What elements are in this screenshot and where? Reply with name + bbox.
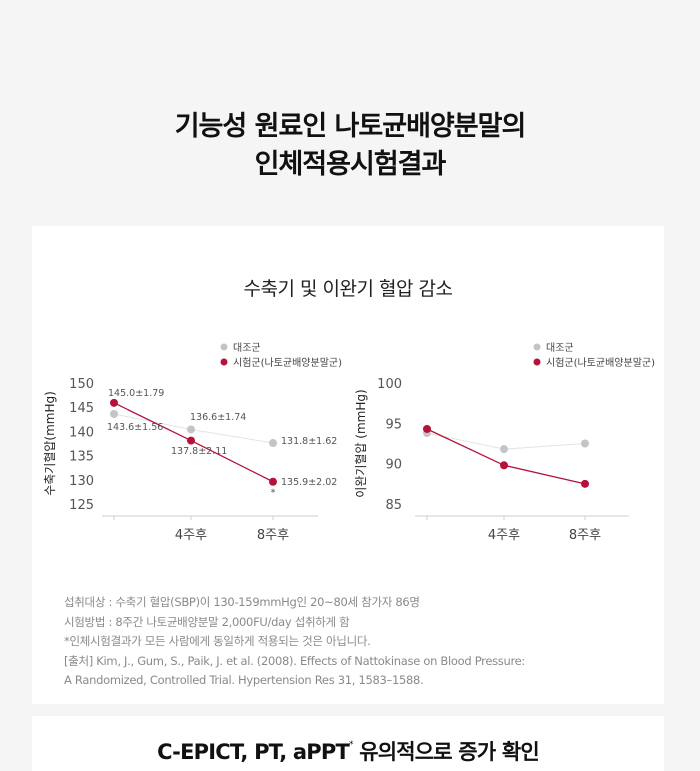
heading-line-2: 인체적용시험결과 (254, 149, 447, 180)
page-heading: 기능성 원료인 나토균배양분말의 인체적용시험결과 (0, 108, 700, 184)
chart2-legend-marker (533, 358, 541, 366)
chart2-legend-label: 시험군(나토균배양분말군) (546, 357, 655, 369)
chart1-y-tick-label: 150 (69, 377, 94, 392)
chart1-y-tick-label: 145 (69, 401, 94, 416)
chart2-data-point-test (423, 424, 431, 433)
chart1-y-tick-label: 125 (69, 498, 94, 513)
chart1-y-tick-label: 135 (69, 450, 94, 465)
chart1-data-point-test (187, 436, 195, 445)
chart1-data-label: 135.9±2.02 (281, 477, 337, 488)
chart1-y-tick-label: 140 (69, 425, 94, 440)
chart2-x-tick-label: 8주후 (569, 528, 601, 543)
chart1-legend-label: 시험군(나토균배양분말군) (233, 357, 342, 369)
next-section-title-superscript: * (348, 740, 353, 750)
chart2-data-point-test (500, 461, 508, 470)
chart2-series-line-test (426, 428, 586, 485)
chart2-y-tick-label: 90 (385, 458, 402, 473)
next-section-title-rest: 유의적으로 증가 확인 (352, 740, 540, 764)
chart2-y-tick-label: 95 (385, 417, 402, 432)
note-line: 섭취대상 : 수축기 혈압(SBP)이 130-159mmHg인 20~80세 … (64, 595, 420, 609)
chart1-data-point-test (110, 398, 118, 407)
next-section-card: C-EPICT, PT, aPPT* 유의적으로 증가 확인 (32, 716, 664, 771)
chart1-legend-label: 대조군 (233, 342, 261, 354)
next-section-title-main: C-EPICT, PT, aPPT (157, 740, 350, 764)
note-line: [출처] Kim, J., Gum, S., Paik, J. et al. (… (64, 653, 525, 668)
chart1-legend-marker (220, 343, 228, 351)
chart1-y-tick-label: 130 (69, 474, 94, 489)
chart1-data-point-control (110, 409, 118, 418)
chart1-data-label: 136.6±1.74 (190, 412, 246, 423)
chart1-data-label: 143.6±1.56 (107, 422, 163, 433)
chart2-y-tick-label: 85 (385, 498, 402, 513)
chart2-data-point-control (581, 439, 589, 448)
chart2-y-axis-title: 이완기혈압 (mmHg) (354, 389, 368, 497)
result-card: 수축기 및 이완기 혈압 감소 수축기혈압(mmHg) 150 145 140 135 1… (32, 226, 664, 704)
chart1-x-tick-label: 4주후 (175, 528, 207, 543)
chart1-data-point-control (269, 439, 277, 448)
study-notes: 섭취대상 : 수축기 혈압(SBP)이 130-159mmHg인 20~80세 … (64, 593, 634, 691)
chart1-y-axis-title: 수축기혈압(mmHg) (43, 391, 57, 496)
chart1-data-point-test (269, 477, 277, 486)
card-title: 수축기 및 이완기 혈압 감소 (243, 278, 453, 300)
chart1-data-point-control (187, 425, 195, 434)
note-line: A Randomized, Controlled Trial. Hyperten… (64, 673, 424, 687)
chart1-significance-mark: * (271, 488, 276, 499)
next-section-title: C-EPICT, PT, aPPT* 유의적으로 증가 확인 (32, 736, 664, 766)
chart1-data-label: 145.0±1.79 (108, 388, 164, 399)
chart1-legend-marker (220, 358, 228, 366)
chart2-legend-marker (533, 343, 541, 351)
blood-pressure-charts: 수축기혈압(mmHg) 150 145 140 135 130 125 4주후 8주후 대조군시험… (43, 342, 655, 543)
chart2-x-tick-label: 4주후 (488, 528, 520, 543)
chart2-y-tick-label: 100 (377, 377, 402, 392)
chart2-legend-label: 대조군 (546, 342, 574, 354)
chart2-data-point-test (581, 479, 589, 488)
heading-line-1: 기능성 원료인 나토균배양분말의 (174, 111, 527, 142)
chart1-x-tick-label: 8주후 (257, 528, 289, 543)
chart1-data-label: 137.8±2.11 (171, 446, 227, 457)
chart2-data-point-control (500, 445, 508, 454)
chart1-data-label: 131.8±1.62 (281, 436, 337, 447)
note-line: 시험방법 : 8주간 나토균배양분말 2,000FU/day 섭취하게 함 (64, 614, 350, 629)
note-line: *인체시험결과가 모든 사람에게 동일하게 적용되는 것은 아닙니다. (64, 634, 371, 648)
